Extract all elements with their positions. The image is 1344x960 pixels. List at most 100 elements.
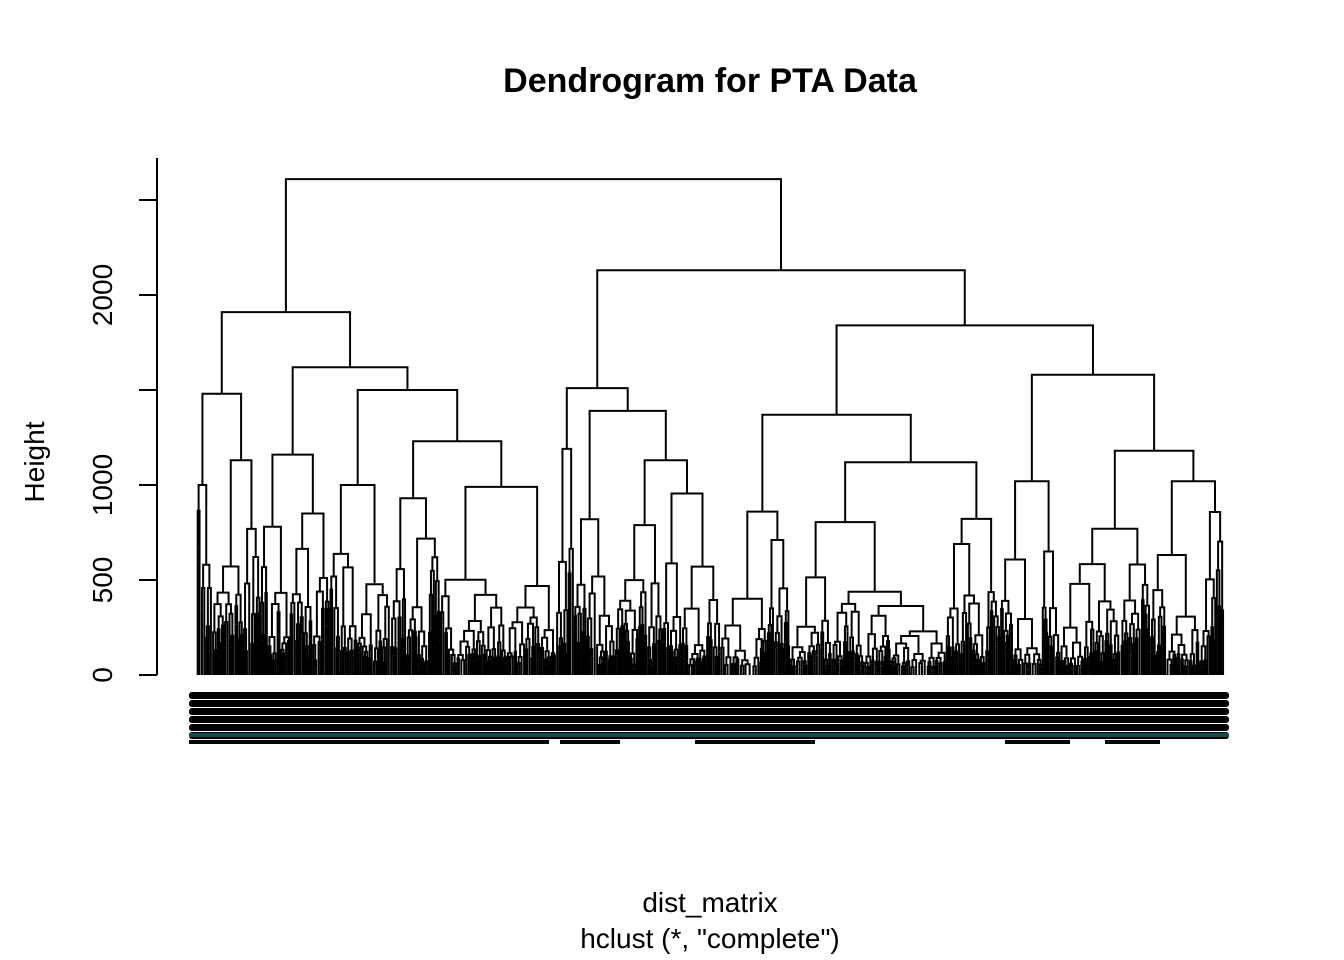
dendrogram-branch (1170, 480, 1217, 555)
dendrogram-branch (1157, 615, 1163, 647)
dendrogram-branch (312, 644, 317, 661)
dendrogram-branch (614, 649, 619, 656)
dendrogram-branch (632, 663, 637, 669)
dendrogram-branch (452, 662, 457, 666)
leaf-labels (189, 692, 1229, 744)
dendrogram-branch (870, 614, 887, 636)
dendrogram-branch (1200, 645, 1207, 662)
dendrogram-branch (447, 653, 451, 659)
leaf-label-band (189, 740, 549, 744)
leaf-label-band (189, 708, 1229, 715)
dendrogram-branch (563, 609, 569, 644)
dendrogram-branch (561, 447, 573, 562)
dendrogram-branch (500, 649, 506, 658)
dendrogram-branch (1177, 643, 1186, 655)
dendrogram-branch (906, 660, 911, 668)
dendrogram-branch (1113, 449, 1195, 529)
dendrogram-branch (342, 566, 354, 627)
dendrogram-branch (608, 655, 613, 661)
dendrogram-branch (874, 660, 879, 668)
dendrogram-branch (1005, 642, 1009, 655)
dendrogram-branch (1170, 633, 1183, 652)
dendrogram-branch (1113, 634, 1120, 655)
dendrogram-branch (1217, 605, 1222, 623)
dendrogram-branch (1030, 373, 1156, 482)
dendrogram-branch (952, 543, 971, 609)
dendrogram-branch (299, 616, 304, 636)
dendrogram-branch (638, 606, 644, 628)
dendrogram-branch (480, 644, 486, 655)
dendrogram-branch (1055, 656, 1059, 660)
dendrogram-branch (1120, 644, 1125, 657)
dendrogram-branch (1038, 663, 1043, 667)
dendrogram-branch (295, 547, 310, 607)
dendrogram-branch (985, 650, 990, 658)
dendrogram-branch (511, 621, 524, 645)
dendrogram-branch (1198, 662, 1203, 667)
dendrogram-branch (1049, 607, 1057, 637)
leaf-label-band (189, 716, 1229, 723)
dendrogram-branch (604, 650, 608, 663)
dendrogram-branch (202, 563, 211, 589)
dendrogram-branch (1014, 480, 1050, 560)
dendrogram-branch (598, 663, 602, 671)
dendrogram-branch (437, 610, 441, 641)
dendrogram-branch (230, 634, 235, 648)
dendrogram-branch (497, 641, 502, 657)
leaf-label-band (1105, 740, 1160, 744)
dendrogram-tree (196, 178, 1225, 675)
dendrogram-branch (356, 389, 459, 485)
dendrogram-branch (692, 660, 696, 669)
x-axis-label: dist_matrix (642, 887, 777, 918)
dendrogram-branch (1128, 637, 1133, 656)
dendrogram-branch (666, 647, 670, 655)
dendrogram-branch (406, 636, 412, 657)
dendrogram-branch (268, 653, 273, 660)
dendrogram-branch (960, 517, 993, 593)
dendrogram-branch (770, 539, 785, 609)
dendrogram-branch (588, 409, 667, 520)
leaf-label-band (189, 724, 1229, 731)
dendrogram-branch (220, 311, 352, 394)
dendrogram-branch (490, 606, 503, 628)
dendrogram-branch (997, 635, 1001, 644)
dendrogram-branch (200, 587, 206, 612)
dendrogram-branch (1192, 664, 1196, 667)
dendrogram-branch (284, 178, 783, 313)
dendrogram-branch (670, 492, 704, 567)
dendrogram-branch (546, 656, 551, 661)
dendrogram-branch (487, 626, 495, 651)
dendrogram-branch (234, 605, 239, 625)
dendrogram-branch (348, 625, 357, 641)
dendrogram-branch (934, 660, 939, 665)
dendrogram-branch (766, 632, 771, 644)
dendrogram-branch (444, 578, 487, 597)
y-axis-label: Height (19, 421, 50, 502)
dendrogram-branch (332, 552, 349, 577)
dendrogram-branch (558, 560, 567, 613)
dendrogram-branch (313, 659, 318, 669)
dendrogram-branch (565, 387, 629, 449)
dendrogram-branch (1016, 664, 1021, 670)
dendrogram-branch (598, 614, 610, 645)
dendrogram-branch (937, 651, 946, 663)
dendrogram-branch (206, 586, 212, 627)
dendrogram-branch (399, 497, 427, 570)
dendrogram-branch (633, 524, 656, 584)
y-tick-label: 2000 (87, 264, 118, 326)
dendrogram-branch (301, 512, 325, 578)
dendrogram-branch (844, 461, 978, 523)
dendrogram-branch (291, 366, 409, 455)
dendrogram-branch (805, 576, 827, 627)
dendrogram-branch (759, 648, 764, 663)
dendrogram-branch (731, 597, 763, 629)
dendrogram-branch (607, 659, 611, 668)
dendrogram-branch (708, 599, 719, 624)
dendrogram-branch (508, 627, 517, 654)
dendrogram-branch (1097, 600, 1112, 632)
dendrogram-branch (421, 645, 428, 662)
dendrogram-branch (412, 440, 503, 499)
dendrogram-branch (1156, 651, 1160, 656)
y-tick-label: 1000 (87, 454, 118, 516)
